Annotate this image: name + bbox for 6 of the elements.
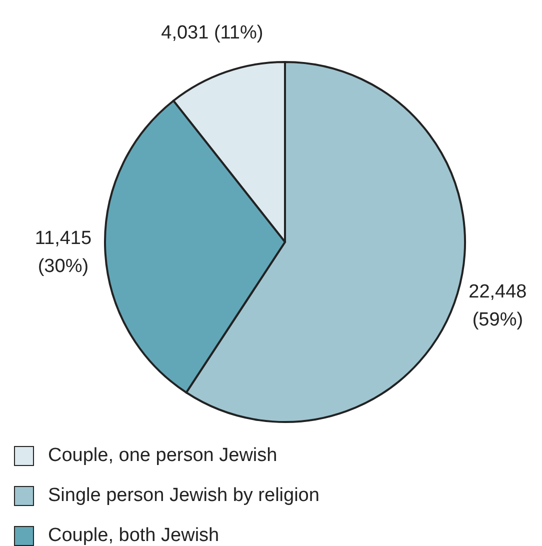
legend-label: Couple, both Jewish [48, 525, 220, 546]
legend-label: Couple, one person Jewish [48, 445, 278, 467]
data-label: 22,448 (59%) [468, 282, 527, 331]
data-label: 11,415 (30%) [34, 228, 92, 277]
data-label: 4,031 (11%) [161, 22, 264, 44]
legend-label: Single person Jewish by religion [48, 485, 320, 507]
